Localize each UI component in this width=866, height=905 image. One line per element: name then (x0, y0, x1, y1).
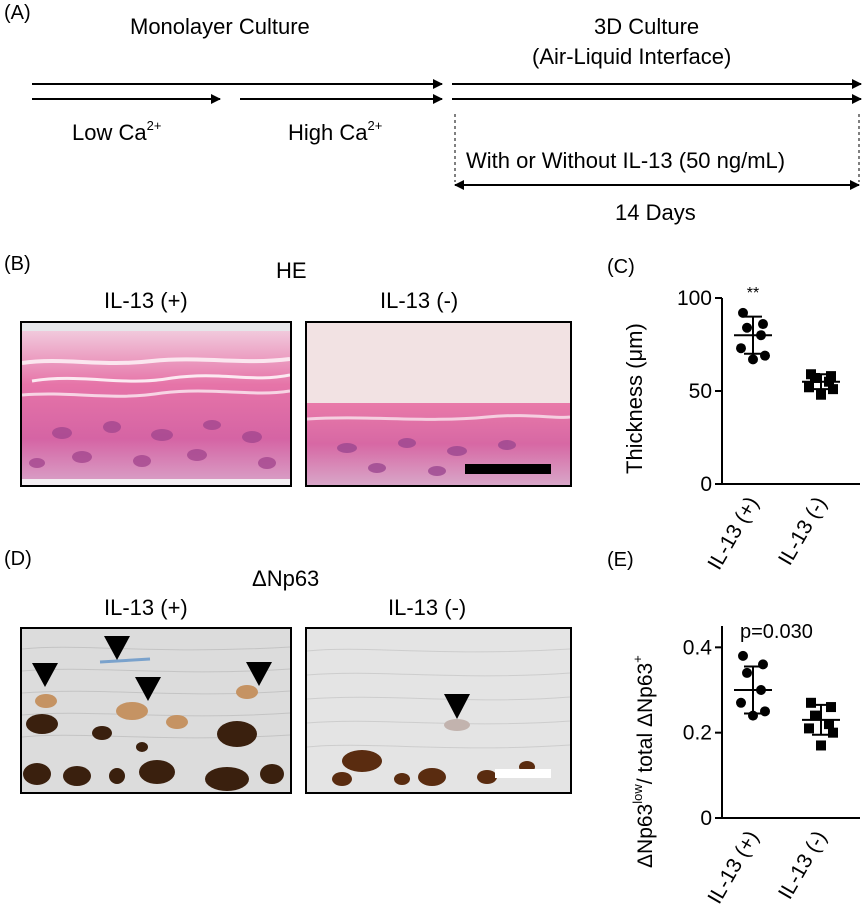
dnp63-ratio-point (810, 710, 820, 721)
panel-e-ylabel: ΔNp63low/ total ΔNp63+ (630, 655, 657, 868)
dnp63-left-title: IL-13 (+) (104, 595, 188, 620)
thickness-point (804, 382, 814, 393)
thickness-tick-label: 0 (700, 473, 712, 496)
dnp63-right-title: IL-13 (-) (388, 595, 467, 620)
significance-marker: ** (747, 285, 759, 302)
duration-label: 14 Days (615, 200, 696, 225)
dnp63-ratio-point (824, 719, 834, 730)
dnp63-stain-title: ΔNp63 (252, 566, 320, 591)
culture3d-title: 3D Culture (594, 14, 700, 39)
dnp63-ratio-tick-label: 0.2 (683, 722, 712, 745)
thickness-point (826, 371, 836, 382)
panel-b-label: (B) (4, 253, 31, 275)
dnp63-ratio-category-label: IL-13 (-) (774, 827, 831, 903)
he-image-il13-minus (305, 321, 572, 487)
arrowhead-marker (32, 663, 58, 687)
thickness-point (748, 354, 758, 365)
high-ca-label: High Ca2+ (288, 117, 383, 145)
dnp63-ratio-tick-label: 0 (700, 807, 712, 830)
panel-c-ylabel: Thickness (μm) (622, 323, 647, 474)
he-right-title: IL-13 (-) (380, 288, 459, 313)
thickness-point (816, 389, 826, 400)
thickness-category-label: IL-13 (-) (774, 493, 831, 569)
dnp63-ratio-point (756, 685, 766, 695)
dnp63-ratio-point (748, 710, 758, 721)
panel-e-pvalue: p=0.030 (740, 621, 813, 643)
thickness-category-label: IL-13 (+) (703, 493, 763, 574)
thickness-point (736, 343, 746, 354)
culture3d-subtitle: (Air-Liquid Interface) (532, 44, 732, 69)
dnp63-ratio-point (806, 697, 816, 708)
dnp63-image-il13-minus (305, 627, 572, 794)
arrowhead-marker (135, 677, 161, 701)
panel-e-label: (E) (607, 549, 634, 571)
dnp63-ratio-point (804, 723, 814, 734)
he-image-il13-plus (20, 321, 292, 487)
he-stain-title: HE (276, 258, 307, 283)
dnp63-ratio-point (742, 667, 752, 678)
dnp63-ratio-point (826, 702, 836, 713)
thickness-point (742, 322, 752, 333)
arrowhead-marker (246, 662, 272, 686)
dnp63-ratio-point (738, 650, 748, 661)
panel-d-label: (D) (4, 548, 32, 570)
panel-a-arrows (32, 79, 862, 190)
dnp63-ratio-tick-label: 0.4 (683, 636, 713, 659)
dnp63-ratio-point (816, 740, 826, 751)
dnp63-image-il13-plus (20, 627, 292, 794)
dnp63-ratio-point (758, 659, 768, 670)
dnp63-scale-bar (495, 769, 551, 778)
thickness-point (756, 330, 766, 341)
dnp63-ratio-category-label: IL-13 (+) (703, 827, 763, 905)
treatment-label: With or Without IL-13 (50 ng/mL) (466, 148, 786, 173)
thickness-point (738, 307, 748, 318)
low-ca-label: Low Ca2+ (72, 117, 162, 145)
dnp63-ratio-point (736, 697, 746, 708)
thickness-point (810, 372, 820, 383)
monolayer-title: Monolayer Culture (130, 14, 310, 39)
thickness-tick-label: 100 (677, 287, 712, 310)
dnp63-ratio-point (760, 706, 770, 717)
arrowhead-marker (444, 694, 470, 719)
thickness-point (760, 350, 770, 361)
panel-a-label: (A) (4, 2, 31, 24)
he-scale-bar (465, 464, 551, 474)
panel-c-label: (C) (607, 256, 635, 278)
thickness-point (824, 376, 834, 387)
he-left-title: IL-13 (+) (104, 288, 188, 313)
thickness-point (828, 384, 838, 395)
thickness-tick-label: 50 (689, 380, 712, 403)
thickness-point (758, 319, 768, 330)
arrowhead-marker (104, 636, 130, 660)
dnp63-ratio-point (828, 727, 838, 738)
